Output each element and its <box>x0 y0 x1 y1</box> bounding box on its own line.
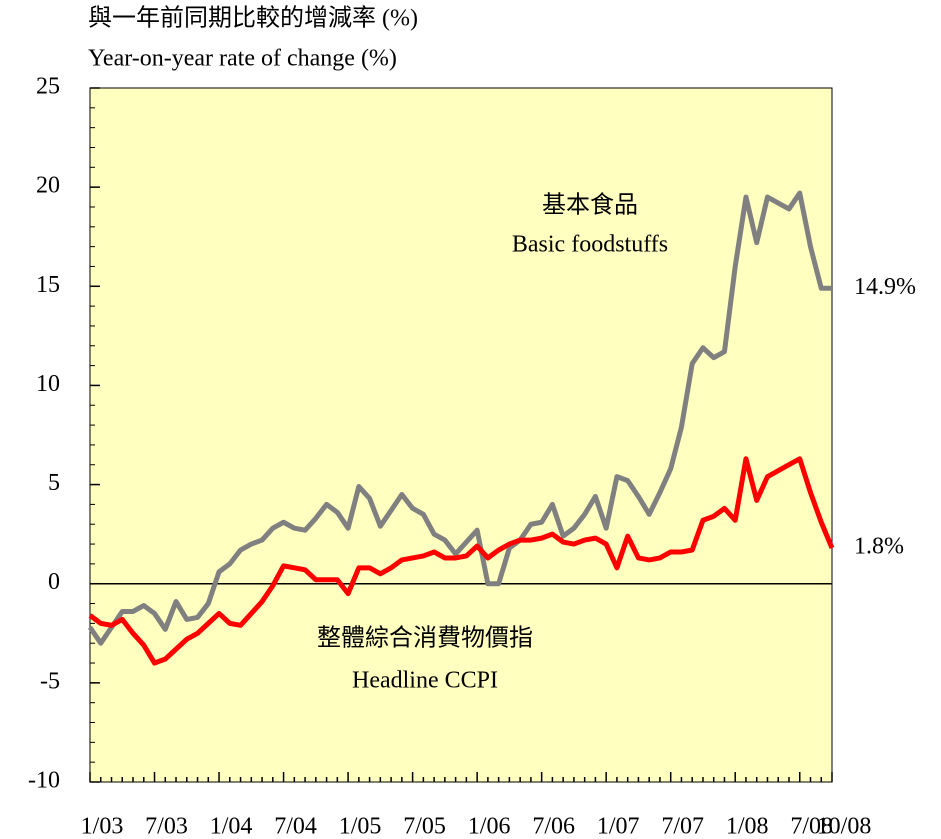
x-tick-label: 7/06 <box>532 814 575 839</box>
y-tick-label: 5 <box>48 470 60 496</box>
x-tick-label: 7/04 <box>274 814 317 839</box>
x-tick-label: 1/03 <box>81 814 124 839</box>
y-tick-label: 25 <box>36 74 60 100</box>
series-line <box>87 190 832 646</box>
y-tick-label: -10 <box>28 768 60 794</box>
x-tick-label: 7/05 <box>403 814 446 839</box>
series-line <box>88 456 835 666</box>
end-label: 1.8% <box>854 534 904 560</box>
y-tick-label: 0 <box>48 569 60 595</box>
series-label-zh: 整體綜合消費物價指 <box>317 625 533 652</box>
x-tick-label: 1/08 <box>726 814 769 839</box>
y-tick-label: 10 <box>36 371 60 397</box>
series-label-zh: 基本食品 <box>542 192 638 219</box>
x-tick-label: 1/05 <box>339 814 382 839</box>
y-tick-label: 15 <box>36 272 60 298</box>
plot-area <box>89 87 833 783</box>
x-tick-label: 1/07 <box>597 814 640 839</box>
y-tick-label: -5 <box>40 668 60 694</box>
axis-title-zh: 與一年前同期比較的增減率 (%) <box>88 5 418 32</box>
y-tick-label: 20 <box>36 173 60 199</box>
x-tick-label: 7/07 <box>661 814 704 839</box>
x-tick-label: 1/04 <box>210 814 253 839</box>
x-tick-label: 7/03 <box>145 814 188 839</box>
series-label: Headline CCPI <box>352 668 498 694</box>
x-tick-label: 10/08 <box>817 814 872 839</box>
x-tick-label: 7/08 <box>790 814 833 839</box>
x-tick-label: 1/06 <box>468 814 511 839</box>
end-label: 14.9% <box>854 274 916 300</box>
axis-title: Year-on-year rate of change (%) <box>88 46 397 72</box>
series-label: Basic foodstuffs <box>512 232 668 258</box>
